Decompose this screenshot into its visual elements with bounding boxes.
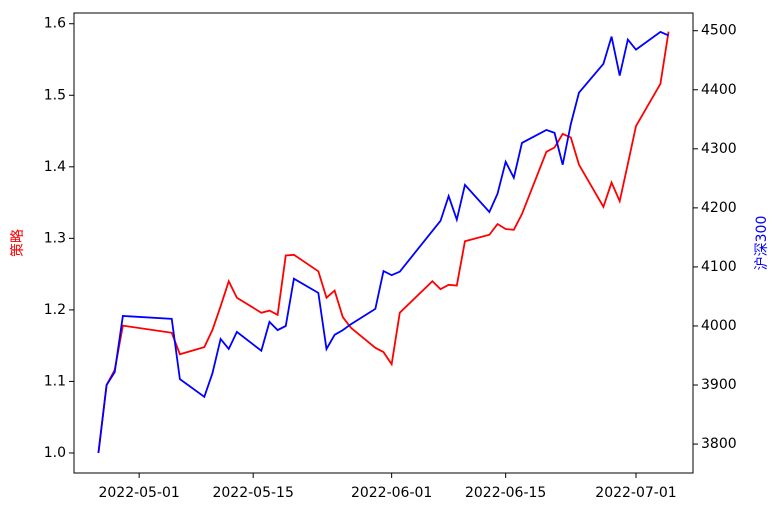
- plot-frame: [73, 12, 694, 474]
- y2-tick-label: 3800: [701, 436, 737, 452]
- y-tick-label: 1.4: [44, 159, 66, 175]
- y-axis-label: 策略: [9, 229, 26, 257]
- x-tick-label: 2022-06-01: [351, 485, 432, 501]
- y2-tick-label: 4100: [701, 259, 737, 275]
- y2-tick-label: 3900: [701, 377, 737, 393]
- y2-tick-label: 4000: [701, 318, 737, 334]
- x-tick-label: 2022-07-01: [595, 485, 676, 501]
- y-tick-label: 1.6: [44, 16, 66, 32]
- x-tick-label: 2022-06-15: [465, 485, 546, 501]
- x-tick-label: 2022-05-01: [98, 485, 179, 501]
- y2-tick-label: 4200: [701, 200, 737, 216]
- y2-tick-label: 4400: [701, 82, 737, 98]
- y-tick-label: 1.1: [44, 373, 66, 389]
- y-tick-label: 1.3: [44, 230, 66, 246]
- y-tick-label: 1.2: [44, 302, 66, 318]
- y-tick-label: 1.0: [44, 445, 66, 461]
- y2-tick-label: 4500: [701, 23, 737, 39]
- x-tick-label: 2022-05-15: [212, 485, 293, 501]
- series-line: [97, 30, 669, 454]
- y-tick-label: 1.5: [44, 87, 66, 103]
- series-line: [97, 31, 670, 454]
- y2-tick-label: 4300: [701, 141, 737, 157]
- y2-axis-label: 沪深300: [754, 216, 770, 271]
